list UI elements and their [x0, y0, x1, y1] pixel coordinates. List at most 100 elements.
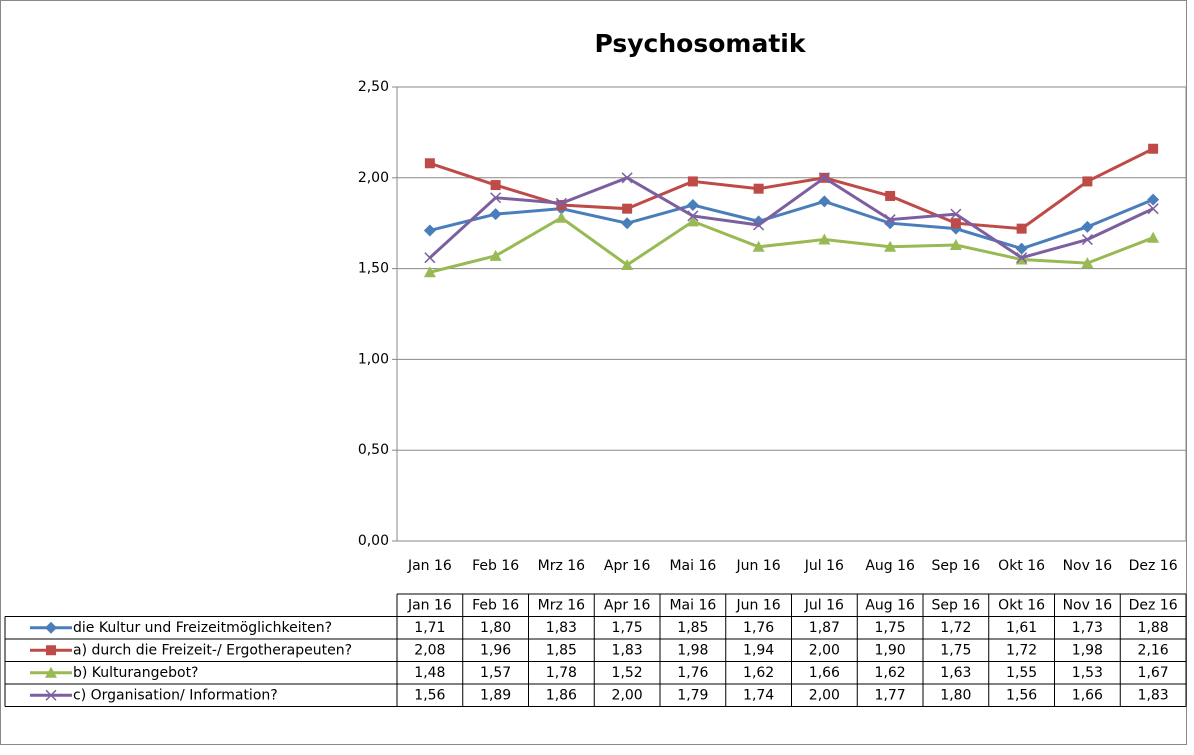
table-value: 1,55 [1006, 665, 1037, 681]
table-value: 1,89 [480, 687, 511, 703]
table-value: 1,48 [414, 665, 445, 681]
data-point [423, 224, 436, 237]
data-point [687, 210, 699, 222]
data-point [687, 176, 698, 187]
table-value: 1,56 [1006, 687, 1037, 703]
x-tick-label: Okt 16 [998, 558, 1045, 574]
table-value: 1,83 [1138, 687, 1169, 703]
legend-label: c) Organisation/ Information? [73, 687, 278, 703]
table-value: 2,00 [612, 687, 643, 703]
table-value: 1,90 [875, 642, 906, 658]
table-value: 1,57 [480, 665, 511, 681]
data-point [884, 214, 896, 226]
table-value: 1,87 [809, 620, 840, 636]
table-header: Jun 16 [736, 597, 781, 613]
table-value: 1,80 [480, 620, 511, 636]
legend-marker [45, 689, 57, 701]
data-point [949, 238, 962, 250]
x-tick-label: Mrz 16 [538, 558, 586, 574]
data-point [686, 215, 699, 227]
y-tick-label: 0,00 [358, 533, 389, 549]
table-value: 1,83 [546, 620, 577, 636]
table-header: Okt 16 [998, 597, 1045, 613]
table-header: Mai 16 [669, 597, 716, 613]
table-value: 1,63 [940, 665, 971, 681]
table-value: 1,61 [1006, 620, 1037, 636]
x-tick-label: Mai 16 [669, 558, 716, 574]
table-value: 1,98 [1072, 642, 1103, 658]
table-value: 1,85 [677, 620, 708, 636]
legend-marker [46, 645, 56, 656]
data-point [490, 192, 502, 204]
table-value: 1,62 [875, 665, 906, 681]
table-header: Dez 16 [1129, 597, 1178, 613]
data-point [1081, 220, 1094, 233]
table-value: 1,62 [743, 665, 774, 681]
data-point [489, 208, 502, 221]
x-tick-label: Jul 16 [804, 558, 844, 574]
table-value: 1,53 [1072, 665, 1103, 681]
table-value: 1,75 [612, 620, 643, 636]
x-tick-label: Dez 16 [1129, 558, 1178, 574]
data-point [424, 252, 436, 264]
table-value: 1,96 [480, 642, 511, 658]
legend-label: die Kultur und Freizeitmöglichkeiten? [73, 620, 332, 636]
y-tick-label: 1,00 [358, 351, 389, 367]
table-header: Jul 16 [804, 597, 844, 613]
table-header: Nov 16 [1063, 597, 1113, 613]
x-tick-label: Aug 16 [865, 558, 915, 574]
data-point [885, 190, 896, 201]
data-point [621, 172, 633, 184]
table-header: Apr 16 [604, 597, 651, 613]
data-point [1081, 234, 1093, 246]
data-point [753, 183, 764, 194]
legend-label: a) durch die Freizeit-/ Ergotherapeuten? [73, 642, 352, 658]
data-point [489, 249, 502, 261]
table-value: 1,56 [414, 687, 445, 703]
table-value: 2,00 [809, 642, 840, 658]
table-value: 1,72 [1006, 642, 1037, 658]
table-value: 1,75 [940, 642, 971, 658]
data-point [818, 172, 830, 184]
data-point [555, 211, 568, 223]
table-value: 1,72 [940, 620, 971, 636]
series-line [428, 175, 1154, 260]
table-value: 1,76 [743, 620, 774, 636]
y-tick-label: 0,50 [358, 442, 389, 458]
data-point [1147, 231, 1160, 243]
x-tick-label: Jun 16 [736, 558, 781, 574]
data-point [621, 217, 634, 230]
table-value: 1,83 [612, 642, 643, 658]
data-point [1015, 242, 1028, 255]
table-value: 1,74 [743, 687, 774, 703]
data-point [1147, 193, 1160, 206]
data-point [752, 240, 765, 252]
series-line [429, 215, 1154, 274]
table-value: 1,66 [1072, 687, 1103, 703]
table-value: 1,98 [677, 642, 708, 658]
table-value: 1,86 [546, 687, 577, 703]
data-point [424, 158, 435, 169]
data-point [1148, 143, 1159, 154]
data-point [1016, 223, 1027, 234]
table-value: 1,66 [809, 665, 840, 681]
table-value: 1,85 [546, 642, 577, 658]
data-point [950, 208, 962, 220]
data-point [884, 240, 897, 252]
table-value: 1,94 [743, 642, 774, 658]
data-point [555, 197, 567, 209]
x-tick-label: Jan 16 [407, 558, 452, 574]
data-point [556, 200, 567, 211]
table-value: 2,08 [414, 642, 445, 658]
table-value: 1,73 [1072, 620, 1103, 636]
table-value: 1,67 [1138, 665, 1169, 681]
data-point [950, 218, 961, 229]
legend-marker [45, 621, 57, 634]
table-value: 1,80 [940, 687, 971, 703]
data-point [753, 219, 765, 231]
chart-title: Psychosomatik [595, 29, 807, 58]
data-point [1081, 257, 1094, 269]
y-tick-label: 1,50 [358, 261, 389, 277]
data-point [1082, 176, 1093, 187]
table-value: 2,00 [809, 687, 840, 703]
